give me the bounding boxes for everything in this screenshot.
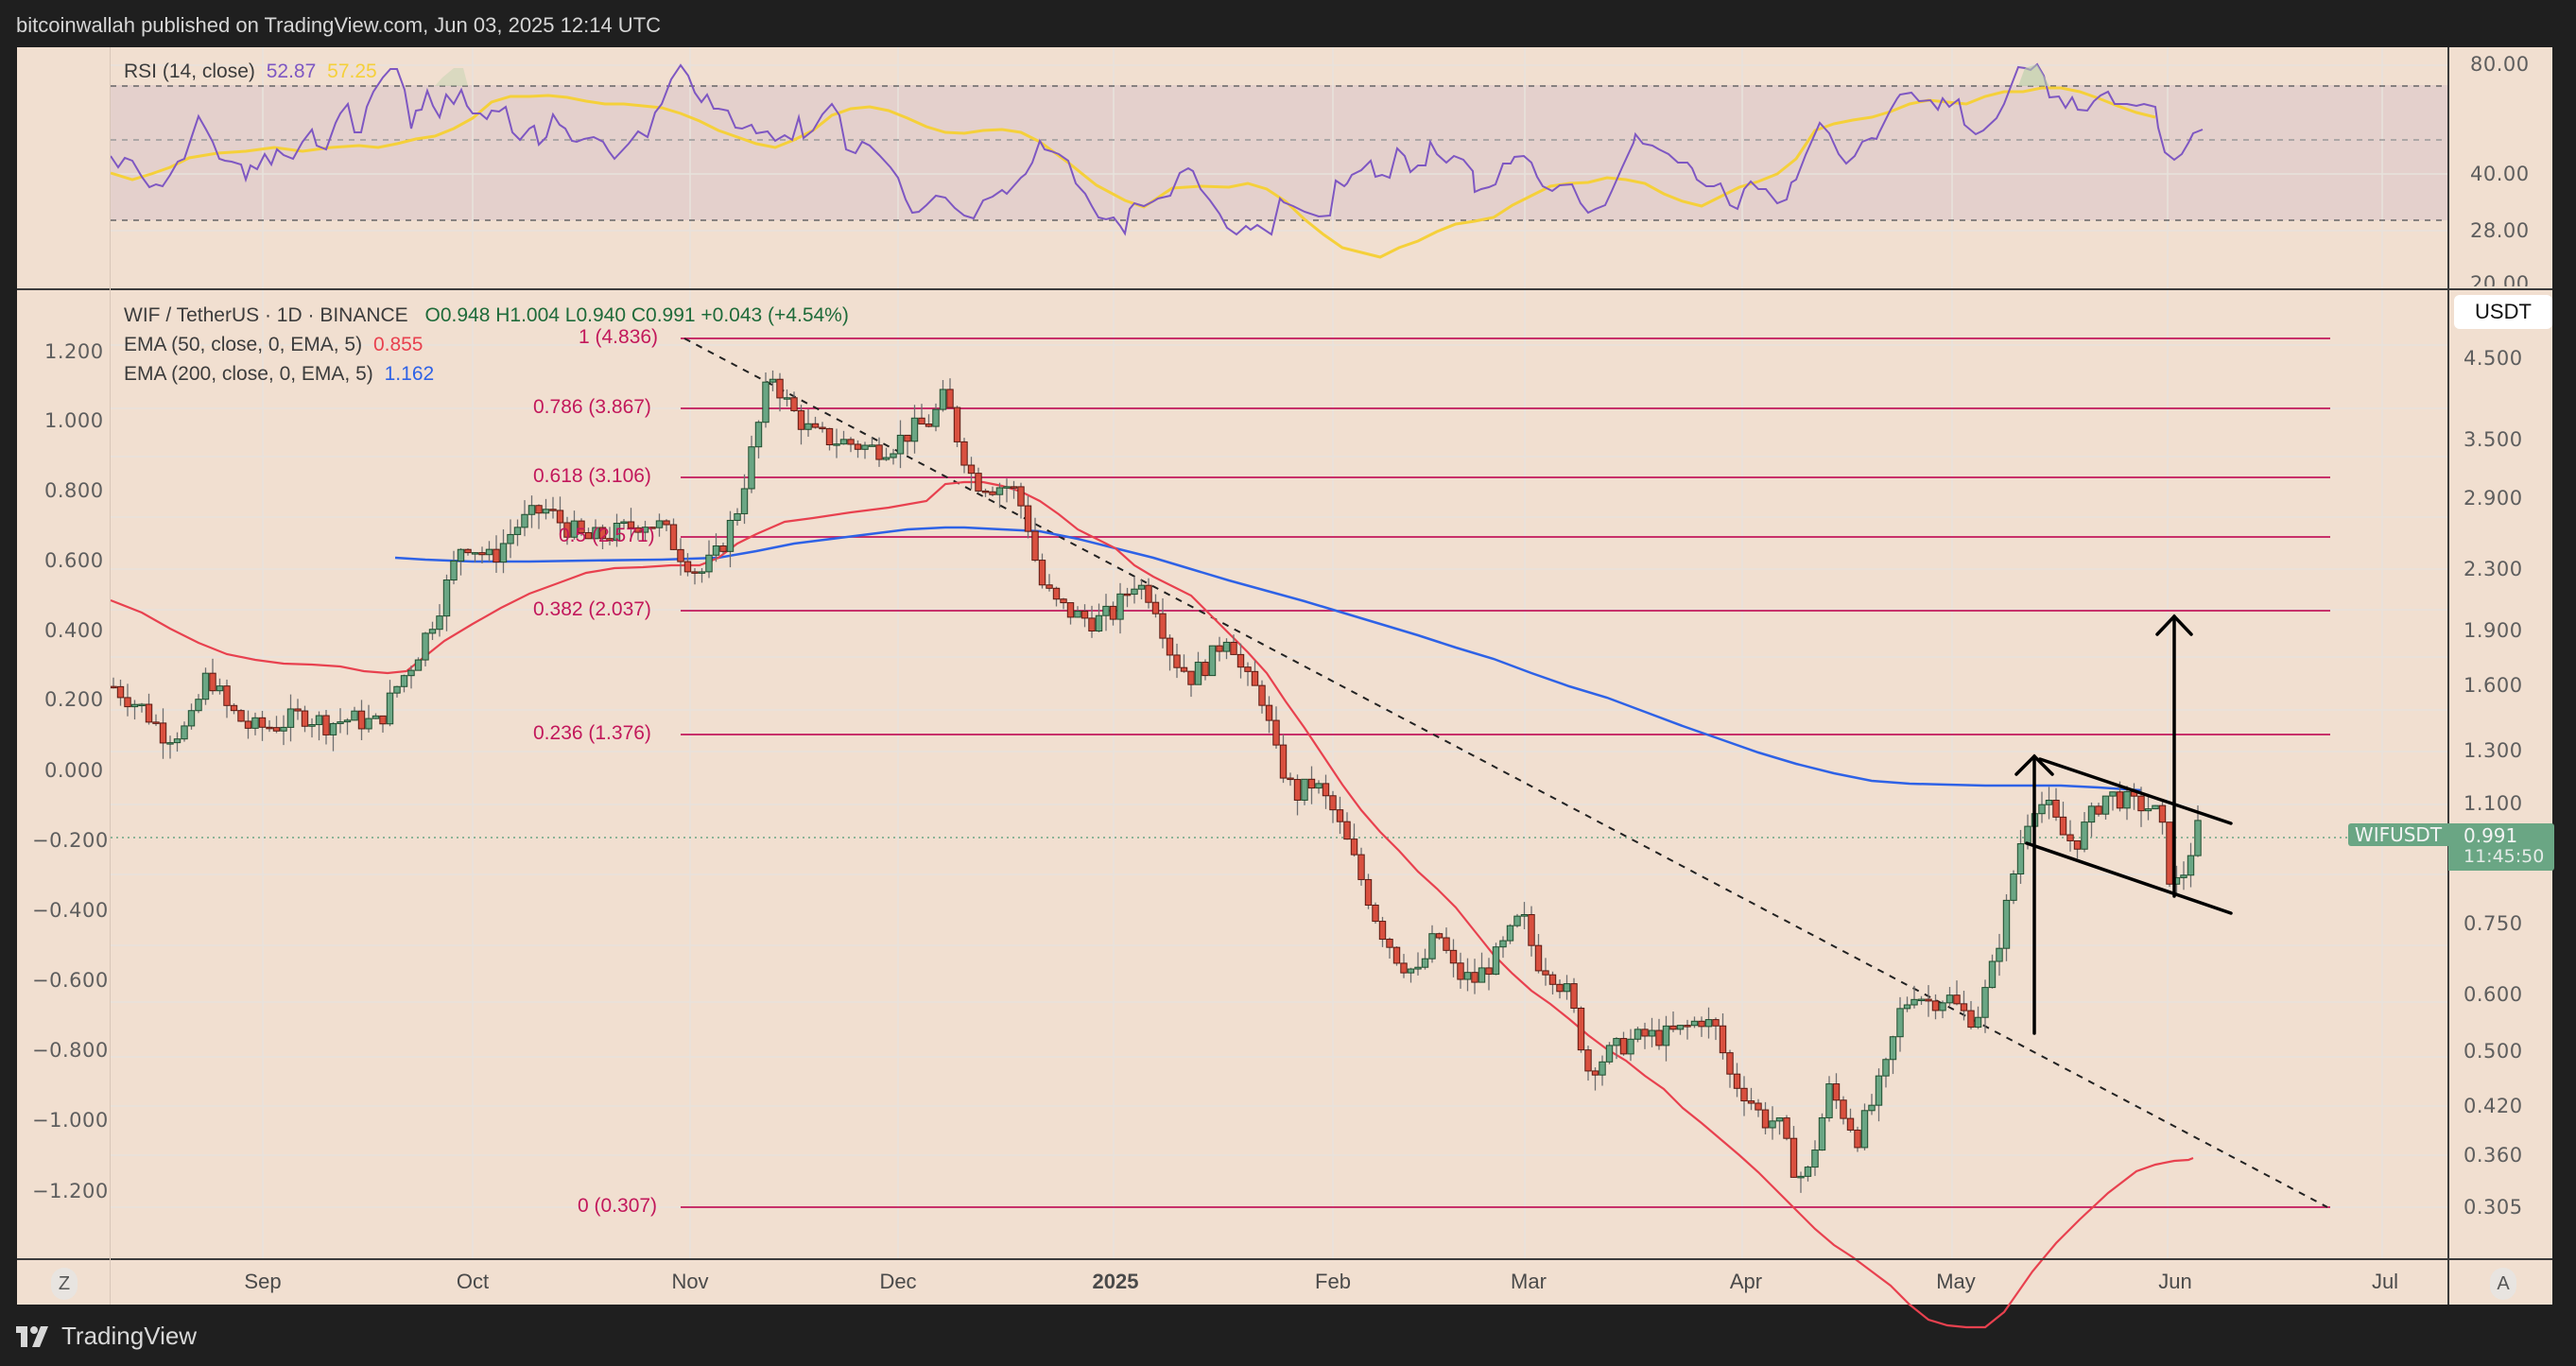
left-axis-label: −0.400 <box>32 899 109 922</box>
left-axis-label: 0.600 <box>44 549 104 572</box>
fib-label-0: 0 (0.307) <box>578 1195 658 1217</box>
ohlc-values: O0.948 H1.004 L0.940 C0.991 +0.043 (+4.5… <box>424 304 849 326</box>
left-axis-divider <box>110 47 111 1305</box>
price-axis-label: 0.500 <box>2464 1040 2523 1063</box>
ema200-label: EMA (200, close, 0, EMA, 5) <box>124 363 373 385</box>
ema200-value: 1.162 <box>384 363 435 385</box>
scale-left-button[interactable]: Z <box>51 1268 78 1300</box>
fib-label-0786: 0.786 (3.867) <box>533 396 651 418</box>
rsi-axis-label: 20.00 <box>2470 272 2530 286</box>
time-label-sep: Sep <box>244 1270 282 1293</box>
ema50-value: 0.855 <box>372 334 424 355</box>
chart-frame <box>17 47 2552 1305</box>
price-axis-label: 0.750 <box>2464 912 2523 935</box>
ema200-line <box>394 526 2142 792</box>
price-axis-label: 2.300 <box>2464 558 2523 580</box>
price-axis-label: 1.600 <box>2464 674 2523 697</box>
last-price-tag: 0.991 11:45:50 <box>2448 823 2554 871</box>
fib-label-0236: 0.236 (1.376) <box>533 722 651 744</box>
left-axis-label: −0.200 <box>32 829 109 852</box>
price-axis-label: 0.600 <box>2464 983 2523 1006</box>
left-axis-label: 0.800 <box>44 479 104 502</box>
time-label-dec: Dec <box>879 1270 917 1293</box>
left-axis-label: −0.600 <box>32 969 109 992</box>
currency-button[interactable]: USDT <box>2454 295 2552 329</box>
auto-scale-button[interactable]: A <box>2490 1268 2516 1300</box>
left-axis-label: 0.000 <box>44 759 104 782</box>
rsi-ma-line <box>110 86 2156 259</box>
symbol-legend[interactable]: WIF / TetherUS · 1D · BINANCE O0.948 H1.… <box>124 304 849 327</box>
price-axis-divider <box>2447 47 2449 1305</box>
bar-countdown: 11:45:50 <box>2464 846 2545 867</box>
rsi-ma-value: 57.25 <box>327 61 377 82</box>
rsi-line <box>110 62 2204 236</box>
fib-label-1: 1 (4.836) <box>579 326 659 348</box>
left-axis-label: −0.800 <box>32 1039 109 1062</box>
time-axis-divider <box>17 1258 2552 1260</box>
left-axis-label: −1.200 <box>32 1180 109 1202</box>
rsi-levels <box>111 85 2448 221</box>
ema200-legend[interactable]: EMA (200, close, 0, EMA, 5) 1.162 <box>124 363 434 386</box>
publish-header: bitcoinwallah published on TradingView.c… <box>0 0 2576 47</box>
time-label-apr: Apr <box>1729 1270 1763 1293</box>
price-axis-label: 0.305 <box>2464 1196 2523 1219</box>
fib-label-0382: 0.382 (2.037) <box>533 598 651 620</box>
price-axis-label: 1.300 <box>2464 739 2523 762</box>
price-axis-label: 0.420 <box>2464 1095 2523 1117</box>
symbol-price-tag: WIFUSDT <box>2348 823 2448 846</box>
time-label-feb: Feb <box>1315 1270 1351 1293</box>
time-label-2025: 2025 <box>1092 1270 1139 1293</box>
last-price-value: 0.991 <box>2464 824 2518 847</box>
time-label-oct: Oct <box>456 1270 490 1293</box>
rsi-axis-label: 28.00 <box>2470 219 2530 242</box>
price-axis-label: 1.900 <box>2464 619 2523 642</box>
time-label-may: May <box>1936 1270 1976 1293</box>
rsi-value: 52.87 <box>266 61 317 82</box>
left-axis-label: 0.400 <box>44 619 104 642</box>
ema50-line <box>110 480 2194 1329</box>
left-axis-label: 1.200 <box>44 340 104 363</box>
rsi-pane-divider[interactable] <box>17 288 2552 290</box>
rsi-axis-label: 40.00 <box>2470 163 2530 185</box>
left-axis-label: 1.000 <box>44 409 104 432</box>
time-label-jun: Jun <box>2158 1270 2192 1293</box>
published-text: bitcoinwallah published on TradingView.c… <box>16 13 662 37</box>
price-axis-label: 1.100 <box>2464 792 2523 815</box>
rsi-overbought-fill <box>2018 64 2049 86</box>
ema50-legend[interactable]: EMA (50, close, 0, EMA, 5) 0.855 <box>124 334 424 356</box>
fib-label-05: 0.5 (2.571) <box>559 525 655 546</box>
tradingview-logo[interactable]: TradingView <box>16 1322 197 1351</box>
symbol-title: WIF / TetherUS · 1D · BINANCE <box>124 304 408 326</box>
rsi-legend[interactable]: RSI (14, close) 52.87 57.25 <box>124 61 377 83</box>
brand-name: TradingView <box>61 1322 198 1350</box>
price-axis-label: 4.500 <box>2464 347 2523 370</box>
left-axis-label: −1.000 <box>32 1109 109 1132</box>
time-label-jul: Jul <box>2371 1270 2399 1293</box>
time-label-nov: Nov <box>671 1270 709 1293</box>
left-axis-label: 0.200 <box>44 688 104 711</box>
tradingview-logo-icon <box>16 1325 48 1347</box>
rsi-title: RSI (14, close) <box>124 61 255 82</box>
price-axis-label: 0.360 <box>2464 1144 2523 1167</box>
rsi-axis-label: 80.00 <box>2470 53 2530 76</box>
price-axis-label: 3.500 <box>2464 428 2523 451</box>
ema50-label: EMA (50, close, 0, EMA, 5) <box>124 334 363 355</box>
time-label-mar: Mar <box>1511 1270 1547 1293</box>
fib-label-0618: 0.618 (3.106) <box>533 465 651 487</box>
price-axis-label: 2.900 <box>2464 487 2523 510</box>
